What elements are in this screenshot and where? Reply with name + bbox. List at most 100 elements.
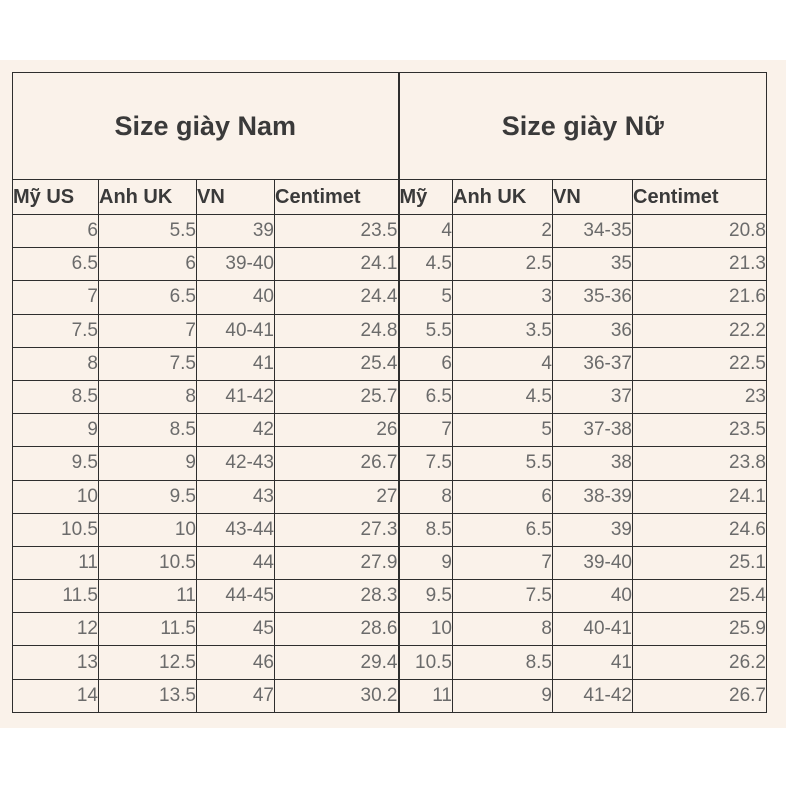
women-size-cell: 4.5 (452, 379, 553, 415)
women-size-cell: 39 (552, 512, 633, 547)
table-row: 10.5 10 43-44 27.3 8.5 6.5 39 24.6 (12, 512, 767, 547)
women-size-cell: 6.5 (452, 512, 553, 547)
women-size-cell: 2.5 (452, 247, 553, 282)
women-size-cell: 20.8 (632, 213, 767, 249)
women-size-cell: 9 (398, 545, 453, 581)
men-size-cell: 8 (12, 346, 99, 381)
men-size-cell: 8.5 (98, 413, 197, 448)
women-size-cell: 41 (552, 645, 633, 680)
women-size-cell: 23.8 (632, 446, 767, 481)
men-size-cell: 27.9 (274, 545, 400, 581)
men-size-cell: 42-43 (196, 446, 275, 481)
men-size-cell: 10 (98, 512, 197, 547)
women-size-cell: 4 (398, 213, 453, 249)
men-size-cell: 6 (98, 247, 197, 282)
men-size-cell: 5.5 (98, 213, 197, 249)
women-size-cell: 38 (552, 446, 633, 481)
size-table-body: 6 5.5 39 23.5 4 2 34-35 20.8 6.5 6 39-40 24.1 4.5 2.5… (12, 213, 767, 713)
table-row: 12 11.5 45 28.6 10 8 40-41 25.9 (12, 612, 767, 647)
women-size-cell: 26.7 (632, 678, 767, 713)
women-size-cell: 22.5 (632, 346, 767, 381)
table-row: 10 9.5 43 27 8 6 38-39 24.1 (12, 479, 767, 514)
men-size-cell: 39-40 (196, 247, 275, 282)
women-size-cell: 40-41 (552, 612, 633, 647)
shoe-size-table: Size giày Nam Size giày Nữ Mỹ US Anh UK … (12, 72, 767, 713)
men-size-cell: 12.5 (98, 645, 197, 680)
men-size-cell: 40-41 (196, 313, 275, 348)
women-size-cell: 8 (452, 612, 553, 647)
men-size-cell: 24.1 (274, 247, 400, 282)
men-size-cell: 41-42 (196, 379, 275, 415)
women-size-cell: 21.6 (632, 280, 767, 315)
women-size-cell: 26.2 (632, 645, 767, 680)
table-row: 13 12.5 46 29.4 10.5 8.5 41 26.2 (12, 645, 767, 680)
men-size-cell: 27.3 (274, 512, 400, 547)
men-size-cell: 11.5 (12, 579, 99, 614)
women-size-cell: 8.5 (398, 512, 453, 547)
women-size-cell: 7.5 (398, 446, 453, 481)
men-size-cell: 42 (196, 413, 275, 448)
women-size-cell: 7 (398, 413, 453, 448)
men-size-title: Size giày Nam (12, 72, 400, 180)
men-size-cell: 11 (12, 545, 99, 581)
men-size-cell: 9 (12, 413, 99, 448)
women-size-cell: 35-36 (552, 280, 633, 315)
men-size-cell: 26 (274, 413, 400, 448)
men-col-vn: VN (196, 179, 275, 215)
women-size-cell: 9 (452, 678, 553, 713)
men-col-us: Mỹ US (12, 179, 99, 215)
men-size-cell: 7 (12, 280, 99, 315)
men-size-cell: 41 (196, 346, 275, 381)
table-row: 11.5 11 44-45 28.3 9.5 7.5 40 25.4 (12, 579, 767, 614)
men-size-cell: 47 (196, 678, 275, 713)
women-size-cell: 39-40 (552, 545, 633, 581)
men-size-cell: 39 (196, 213, 275, 249)
men-size-cell: 28.6 (274, 612, 400, 647)
men-size-cell: 29.4 (274, 645, 400, 680)
women-size-cell: 25.4 (632, 579, 767, 614)
table-row: 7.5 7 40-41 24.8 5.5 3.5 36 22.2 (12, 313, 767, 348)
men-size-cell: 23.5 (274, 213, 400, 249)
women-size-cell: 2 (452, 213, 553, 249)
women-size-cell: 25.1 (632, 545, 767, 581)
table-row: 9 8.5 42 26 7 5 37-38 23.5 (12, 413, 767, 448)
table-row: 6 5.5 39 23.5 4 2 34-35 20.8 (12, 213, 767, 249)
table-row: 8 7.5 41 25.4 6 4 36-37 22.5 (12, 346, 767, 381)
men-size-cell: 46 (196, 645, 275, 680)
women-size-cell: 23 (632, 379, 767, 415)
table-row: 8.5 8 41-42 25.7 6.5 4.5 37 23 (12, 379, 767, 415)
women-size-cell: 24.1 (632, 479, 767, 514)
men-size-cell: 26.7 (274, 446, 400, 481)
women-size-cell: 9.5 (398, 579, 453, 614)
table-row: 11 10.5 44 27.9 9 7 39-40 25.1 (12, 545, 767, 581)
men-size-cell: 7 (98, 313, 197, 348)
women-size-cell: 7 (452, 545, 553, 581)
men-size-cell: 43-44 (196, 512, 275, 547)
women-size-cell: 21.3 (632, 247, 767, 282)
men-size-cell: 43 (196, 479, 275, 514)
women-size-cell: 22.2 (632, 313, 767, 348)
men-size-cell: 7.5 (12, 313, 99, 348)
women-size-cell: 41-42 (552, 678, 633, 713)
men-size-cell: 11.5 (98, 612, 197, 647)
women-col-cm: Centimet (632, 179, 767, 215)
men-size-cell: 28.3 (274, 579, 400, 614)
women-size-cell: 40 (552, 579, 633, 614)
women-size-cell: 8 (398, 479, 453, 514)
women-size-cell: 4.5 (398, 247, 453, 282)
men-size-cell: 10 (12, 479, 99, 514)
men-size-cell: 13.5 (98, 678, 197, 713)
women-size-cell: 6 (398, 346, 453, 381)
men-size-cell: 44-45 (196, 579, 275, 614)
men-size-cell: 12 (12, 612, 99, 647)
women-size-cell: 6.5 (398, 379, 453, 415)
men-size-cell: 25.4 (274, 346, 400, 381)
women-size-cell: 5 (398, 280, 453, 315)
women-size-cell: 35 (552, 247, 633, 282)
men-size-cell: 30.2 (274, 678, 400, 713)
women-col-uk: Anh UK (452, 179, 553, 215)
women-size-cell: 8.5 (452, 645, 553, 680)
men-size-cell: 6 (12, 213, 99, 249)
men-size-cell: 44 (196, 545, 275, 581)
women-size-cell: 3.5 (452, 313, 553, 348)
